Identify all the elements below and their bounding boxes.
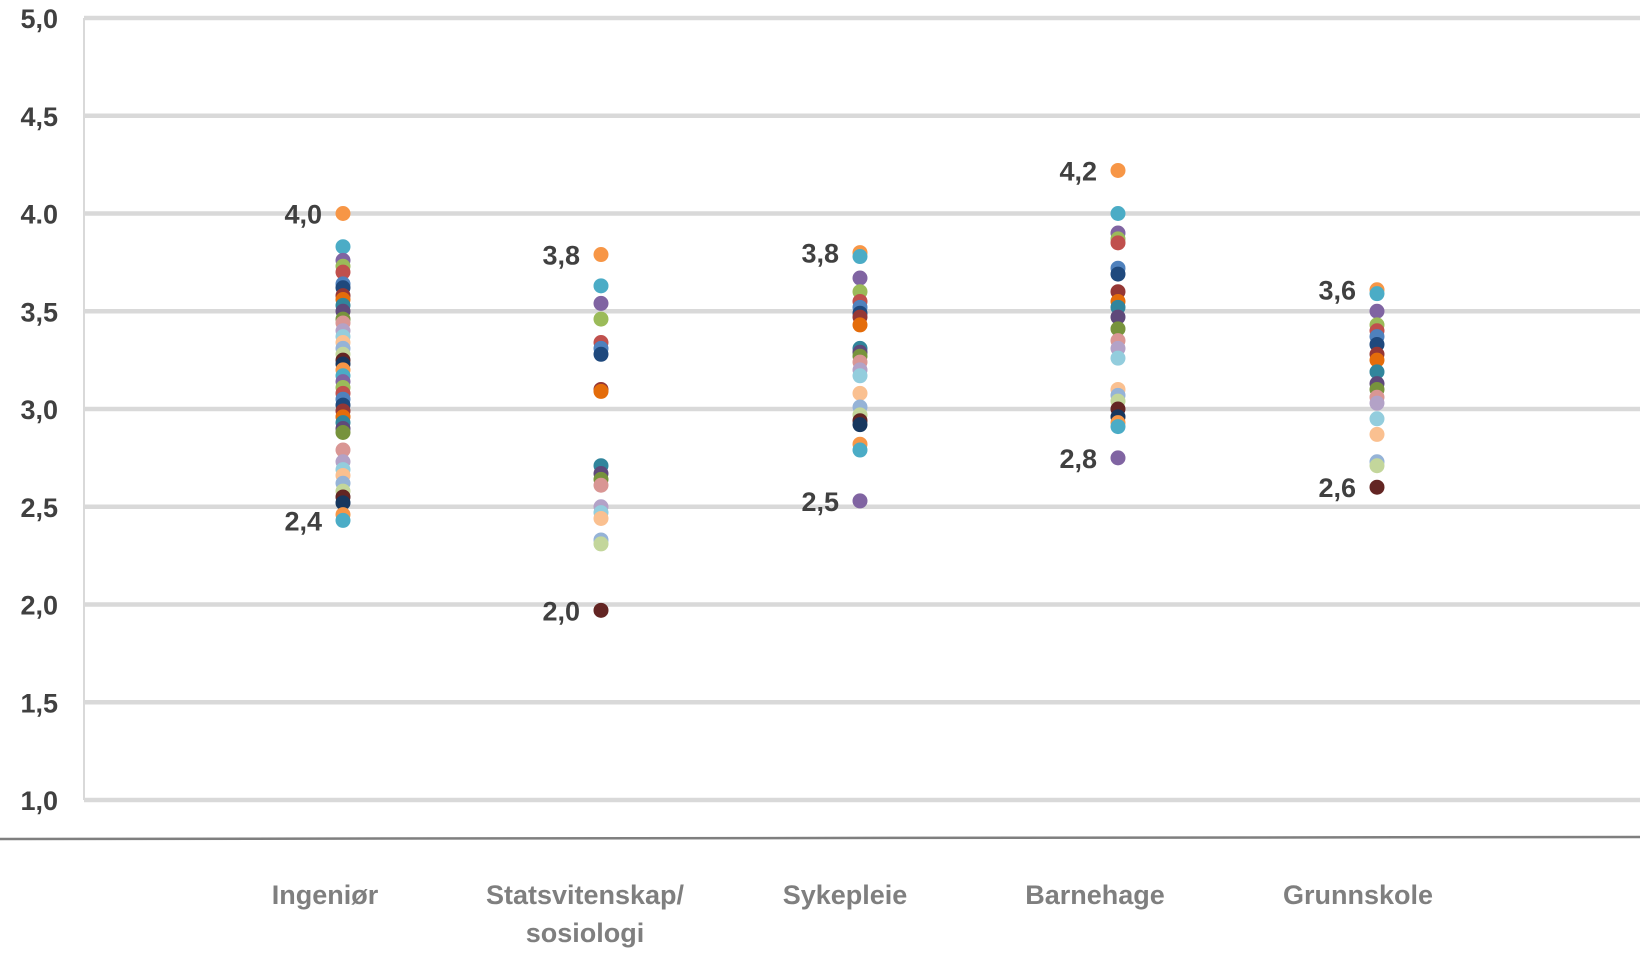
data-label: 4,2 [1059,156,1097,186]
data-label: 2,0 [542,596,580,626]
data-point [852,249,868,265]
data-label: 3,8 [542,241,580,271]
data-point [593,247,609,263]
x-tick-label: Statsvitenskap/ [486,880,685,910]
data-point [593,383,609,399]
y-tick-label: 4.0 [20,200,58,230]
data-point [1110,309,1126,325]
data-point [593,311,609,327]
y-tick-label: 1,5 [20,688,58,718]
data-point [1369,286,1385,302]
data-point [335,264,351,280]
data-point [593,536,609,552]
data-point [852,270,868,286]
data-point [593,510,609,526]
data-point [1110,419,1126,435]
data-point [852,368,868,384]
x-axis-line [0,835,1641,841]
data-point [1110,350,1126,366]
x-tick-label: sosiologi [526,918,645,948]
data-point [1369,303,1385,319]
data-point [852,493,868,509]
data-point [852,417,868,433]
data-point [1110,235,1126,251]
y-tick-label: 1,0 [20,786,58,816]
data-point [335,512,351,528]
x-tick-label: Grunnskole [1283,880,1433,910]
y-axis: 1,0 1,5 2,0 2,5 3,0 3,5 4.0 4,5 5,0 [20,4,58,816]
data-point [1369,395,1385,411]
data-point [593,602,609,618]
data-point [335,424,351,440]
data-label: 2,5 [801,487,839,517]
data-point [1369,352,1385,368]
data-point [593,346,609,362]
data-point [335,495,351,511]
data-point [335,206,351,221]
data-point [335,239,351,255]
y-tick-label: 3,5 [20,297,58,327]
data-point [593,278,609,294]
x-axis: Ingeniør Statsvitenskap/sosiologi Sykeplei… [272,880,1433,948]
data-label: 4,0 [284,200,322,230]
data-point [1110,266,1126,282]
x-tick-label: Sykepleie [783,880,908,910]
data-point [1110,162,1126,178]
y-tick-label: 5,0 [20,4,58,34]
data-label: 2,4 [284,506,322,536]
data-point [1369,411,1385,427]
data-point [593,295,609,311]
x-tick-label: Ingeniør [272,880,379,910]
y-tick-label: 2,5 [20,493,58,523]
data-point [1369,458,1385,474]
data-point [852,317,868,333]
data-point [335,442,351,458]
data-point [1369,426,1385,442]
data-point [852,442,868,458]
data-point [852,385,868,401]
x-tick-label: Barnehage [1025,880,1165,910]
y-tick-label: 4,5 [20,102,58,132]
data-point [1369,479,1385,495]
y-tick-label: 3,0 [20,395,58,425]
data-point [1369,364,1385,380]
data-point [593,477,609,493]
data-point [1110,321,1126,337]
data-label: 3,8 [801,239,839,269]
data-label: 3,6 [1318,276,1356,306]
data-points [335,162,1385,618]
data-label: 2,8 [1059,444,1097,474]
data-labels: 4,0 2,4 3,8 2,0 3,8 2,5 4,2 2,8 3,6 2,6 [284,156,1356,626]
data-point [1110,450,1126,466]
data-point [1110,206,1126,221]
data-label: 2,6 [1318,473,1356,503]
y-tick-label: 2,0 [20,591,58,621]
